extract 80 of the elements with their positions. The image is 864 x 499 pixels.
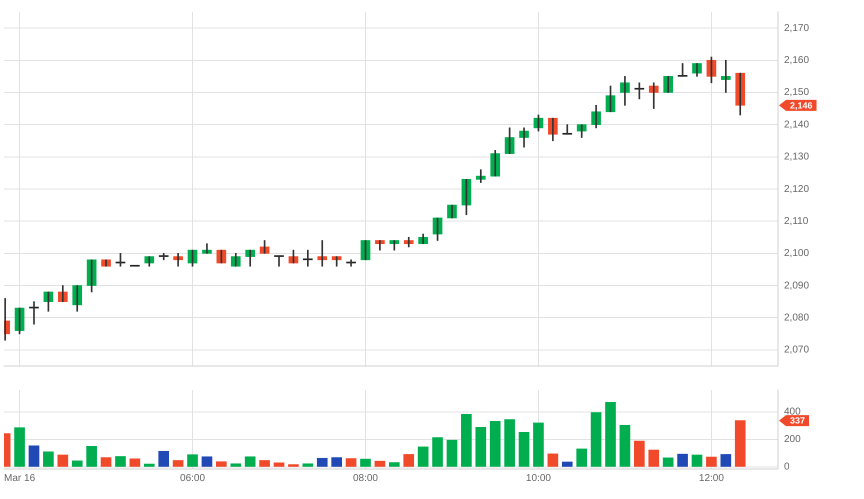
bar [461, 414, 472, 467]
bar [446, 440, 458, 467]
bar [331, 457, 342, 467]
bar [605, 402, 616, 467]
bar [43, 451, 54, 467]
x-tick-label: 10:00 [526, 472, 552, 484]
bar [158, 450, 170, 467]
bar [202, 456, 212, 467]
y-tick-label: 2,110 [784, 216, 809, 227]
bar [634, 440, 645, 467]
bar [490, 420, 501, 467]
bar [130, 458, 140, 467]
candlestick [101, 259, 111, 267]
y-tick-label: 2,160 [784, 55, 810, 66]
candlestick [29, 301, 39, 324]
candlestick [447, 204, 457, 218]
bar [72, 460, 83, 467]
candlestick [346, 259, 356, 267]
bar [144, 464, 155, 467]
bar [216, 461, 227, 467]
x-tick-label: 06:00 [180, 472, 206, 484]
candlestick [216, 250, 226, 264]
bar [230, 463, 242, 467]
bar [533, 422, 544, 467]
bar [316, 458, 328, 467]
bar [360, 458, 371, 467]
bar [57, 454, 68, 467]
bar [302, 463, 314, 467]
bar [692, 454, 702, 467]
bar [677, 454, 688, 467]
bar [14, 427, 25, 467]
x-tick-label: Mar 16 [4, 472, 36, 484]
bar [28, 445, 40, 467]
bar [100, 457, 112, 467]
bar [734, 420, 746, 467]
bar [86, 446, 97, 467]
y-tick-label: 400 [784, 406, 802, 418]
candlestick [360, 240, 370, 260]
bar [720, 454, 732, 467]
candlestick [116, 253, 126, 267]
bar [648, 450, 660, 467]
y-tick-label: 2,090 [784, 280, 810, 292]
bar [504, 419, 515, 467]
x-tick-label: 12:00 [698, 472, 724, 484]
bar [590, 412, 602, 467]
y-tick-label: 2,070 [784, 344, 810, 356]
y-tick-label: 2,140 [784, 119, 810, 130]
bar [662, 458, 674, 467]
bar [475, 427, 486, 467]
bar [274, 462, 284, 467]
bar [403, 454, 414, 467]
y-tick-label: 2,120 [784, 184, 810, 195]
y-tick-label: 2,170 [784, 22, 810, 34]
bar [172, 460, 184, 467]
bar [187, 454, 198, 467]
bar [418, 446, 428, 467]
text: 337 [790, 416, 806, 426]
y-tick-label: 2,080 [784, 312, 810, 324]
y-tick-label: 0 [784, 462, 790, 473]
bar [288, 464, 299, 467]
y-tick-label: 2,150 [784, 87, 810, 98]
bar [620, 424, 630, 467]
bar [562, 462, 573, 467]
bar [548, 454, 558, 467]
y-tick-label: 2,130 [784, 152, 810, 163]
bar [518, 432, 530, 467]
bar [244, 456, 256, 467]
bar [346, 458, 356, 467]
bar [706, 456, 717, 467]
x-tick-label: 08:00 [352, 472, 378, 484]
bar [115, 456, 126, 467]
bar [259, 460, 270, 467]
bar [576, 448, 588, 467]
y-tick-label: 200 [784, 434, 802, 446]
bar [432, 437, 443, 467]
bar [388, 462, 400, 467]
bar [374, 460, 386, 467]
text: 2,146 [790, 100, 813, 110]
y-tick-label: 2,100 [784, 248, 810, 260]
candlestick [663, 76, 673, 93]
